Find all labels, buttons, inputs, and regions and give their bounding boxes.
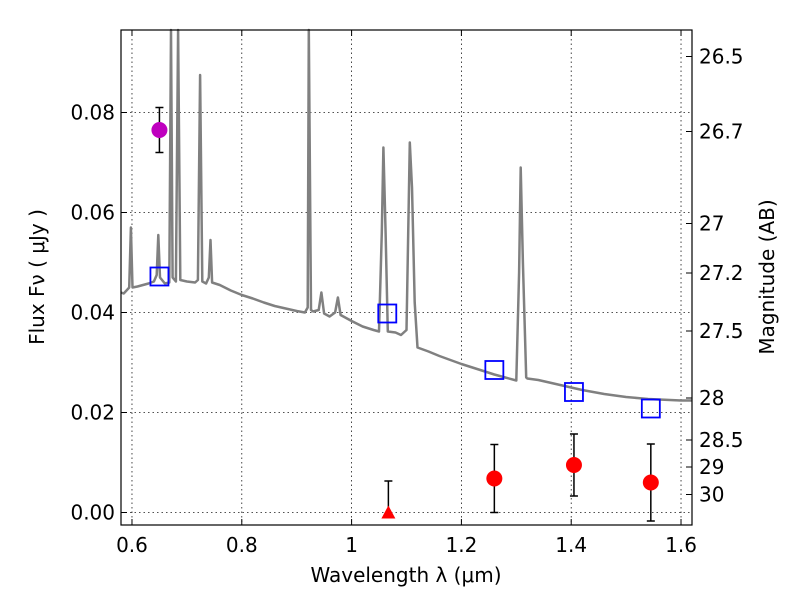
observed-point xyxy=(486,470,503,487)
magnitude-axis: 26.5 26.7 27 27.2 27.5 28 28.5 29 30 xyxy=(686,45,744,507)
model-photometry-square xyxy=(564,382,584,402)
x-tick-label: 1.4 xyxy=(555,533,587,557)
spectrum-series xyxy=(120,28,692,402)
grid xyxy=(121,30,692,525)
magnitude-tick-label: 27.2 xyxy=(699,261,744,285)
x-tick-label: 1.6 xyxy=(665,533,697,557)
upper-limit-triangle xyxy=(381,505,396,519)
y-tick-label: 0.08 xyxy=(70,101,115,125)
x-tick-label: 0.6 xyxy=(116,533,148,557)
model-photometry-square xyxy=(640,398,661,419)
model-photometry-square xyxy=(149,266,170,287)
model-photometry-square xyxy=(377,303,398,324)
x-tick-label: 1.2 xyxy=(445,533,477,557)
y-axis: 0.00 0.02 0.04 0.06 0.08 xyxy=(70,101,127,525)
y-tick-label: 0.04 xyxy=(70,301,115,325)
magnitude-axis-title: Magnitude (AB) xyxy=(755,199,779,354)
magnitude-tick-label: 26.7 xyxy=(699,120,744,144)
magnitude-tick-label: 26.5 xyxy=(699,45,744,69)
model-photometry-square xyxy=(484,360,505,380)
magnitude-tick-label: 28.5 xyxy=(699,428,744,452)
observed-point xyxy=(642,474,659,491)
plot-frame xyxy=(120,29,693,526)
x-axis: 0.6 0.8 1 1.2 1.4 1.6 xyxy=(116,30,697,557)
y-tick-label: 0.02 xyxy=(70,401,115,425)
x-axis-title: Wavelength λ (μm) xyxy=(310,563,501,587)
magnitude-tick-label: 29 xyxy=(699,455,724,479)
magnitude-tick-label: 27 xyxy=(699,212,724,236)
magnitude-tick-label: 30 xyxy=(699,483,724,507)
y-tick-label: 0.00 xyxy=(70,501,115,525)
x-tick-label: 1 xyxy=(345,533,358,557)
x-tick-label: 0.8 xyxy=(226,533,258,557)
observed-point xyxy=(565,457,582,473)
y-tick-label: 0.06 xyxy=(70,201,115,225)
y-axis-title: Flux Fν ( μJy ) xyxy=(25,209,49,345)
observed-point xyxy=(151,122,168,138)
magnitude-tick-label: 28 xyxy=(699,386,724,410)
marker-series xyxy=(149,106,661,522)
magnitude-tick-label: 27.5 xyxy=(699,319,744,343)
spectrum-line xyxy=(120,28,692,402)
